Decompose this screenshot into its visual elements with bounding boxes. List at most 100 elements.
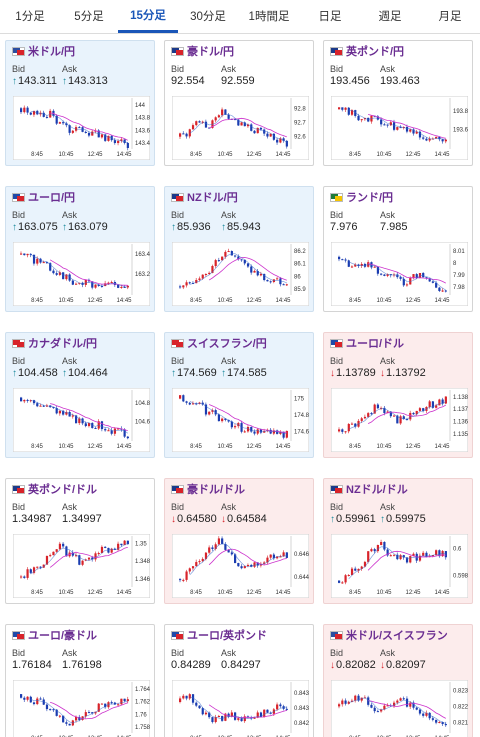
- x-tick-label: 10:45: [217, 444, 233, 450]
- y-tick-label: 1.758: [135, 725, 150, 731]
- rate-card[interactable]: ランド/円 Bid Ask 7.976 7.985 8.01 8 7.99 7.98 8:45 10…: [323, 186, 473, 312]
- tab-6[interactable]: 日足: [318, 11, 342, 23]
- moving-average-short: [30, 400, 128, 434]
- arrow-down-icon: ↓: [330, 368, 335, 379]
- candle: [75, 415, 78, 424]
- x-tick-label: 10:45: [376, 298, 392, 304]
- rate-card[interactable]: 米ドル/円 Bid Ask ↑143.311 ↑143.313 144 143.8 143.6…: [5, 40, 155, 166]
- candle: [182, 133, 185, 135]
- pair-name[interactable]: ユーロ/ドル: [346, 338, 405, 350]
- pair-name[interactable]: 豪ドル/ドル: [187, 484, 246, 496]
- y-tick-label: 0.6: [453, 547, 462, 553]
- candle: [52, 407, 55, 409]
- candle: [234, 554, 237, 564]
- tab-4[interactable]: 30分足: [190, 11, 226, 23]
- moving-average-short: [348, 697, 446, 724]
- candle: [217, 414, 221, 422]
- rate-card[interactable]: 米ドル/スイスフラン Bid Ask ↓0.82082 ↓0.82097 0.823 0.8…: [323, 624, 473, 737]
- tab-3[interactable]: 15分足: [118, 0, 178, 33]
- candle: [20, 253, 23, 255]
- candle: [357, 695, 360, 701]
- candle: [55, 273, 58, 275]
- x-tick-label: 8:45: [190, 444, 202, 450]
- rate-card[interactable]: ユーロ/円 Bid Ask ↑163.075 ↑163.079 163.4 163.2 8:4…: [5, 186, 155, 312]
- pair-name[interactable]: 英ポンド/円: [346, 46, 405, 58]
- candle: [237, 256, 240, 260]
- rate-card[interactable]: 豪ドル/円 Bid Ask 92.554 92.559 92.8 92.7 92.6 8:45 1…: [164, 40, 314, 166]
- pair-name[interactable]: カナダドル/円: [28, 338, 98, 350]
- pair-name[interactable]: 英ポンド/ドル: [28, 484, 98, 496]
- rate-card[interactable]: 英ポンド/ドル Bid Ask 1.34987 1.34997 1.35 1.348 1.34…: [5, 478, 155, 604]
- arrow-up-icon: ↑: [62, 222, 67, 233]
- pair-name[interactable]: ユーロ/円: [28, 192, 76, 204]
- x-tick-label: 14:45: [434, 298, 450, 304]
- candle: [230, 421, 233, 428]
- candle: [179, 286, 182, 288]
- x-tick-label: 14:45: [116, 590, 132, 596]
- tab-7[interactable]: 週足: [378, 11, 402, 23]
- candle: [438, 287, 441, 291]
- candle: [338, 256, 341, 260]
- rate-card[interactable]: NZドル/ドル Bid Ask ↑0.59961 ↑0.59975 0.6 0.598 8:4…: [323, 478, 473, 604]
- candle: [126, 285, 129, 288]
- candle: [94, 553, 97, 560]
- candle: [26, 107, 29, 113]
- bid-label: Bid: [171, 648, 185, 658]
- candle: [32, 567, 36, 573]
- candle: [237, 718, 240, 720]
- pair-name[interactable]: 米ドル/円: [28, 46, 76, 58]
- candle: [97, 284, 100, 286]
- candle: [357, 264, 360, 266]
- rate-card[interactable]: 豪ドル/ドル Bid Ask ↓0.64580 ↓0.64584 0.646 0.644 8:…: [164, 478, 314, 604]
- candle: [396, 554, 399, 560]
- tab-5[interactable]: 1時間足: [248, 11, 290, 23]
- candle: [256, 562, 259, 566]
- candle: [399, 555, 402, 560]
- candle: [347, 574, 350, 576]
- candle: [36, 258, 39, 264]
- rate-card[interactable]: 英ポンド/円 Bid Ask 193.456 193.463 193.8 193.6 8:45…: [323, 40, 473, 166]
- candle: [285, 140, 288, 147]
- rate-card[interactable]: ユーロ/ドル Bid Ask ↓1.13789 ↓1.13792 1.138 1.137 1.…: [323, 332, 473, 458]
- chart-frame: [331, 534, 468, 598]
- bid-label: Bid: [330, 502, 344, 512]
- candle: [36, 110, 39, 115]
- candle: [217, 260, 221, 262]
- pair-name[interactable]: ユーロ/英ポンド: [187, 630, 268, 642]
- pair-name[interactable]: ユーロ/豪ドル: [28, 630, 98, 642]
- candle: [243, 259, 246, 264]
- candle: [198, 561, 201, 563]
- chart-frame: [13, 242, 150, 306]
- x-tick-label: 14:45: [116, 298, 132, 304]
- candle: [208, 547, 211, 553]
- rate-card[interactable]: NZドル/円 Bid Ask ↑85.936 ↑85.943 86.2 86.1 86 85.9…: [164, 186, 314, 312]
- ask-label: Ask: [380, 64, 396, 74]
- candle: [195, 702, 198, 706]
- rate-card[interactable]: スイスフラン/円 Bid Ask ↑174.569 ↑174.585 175 174.8 17…: [164, 332, 314, 458]
- candle: [87, 423, 91, 427]
- ask-value: ↑85.943: [221, 221, 261, 233]
- pair-name[interactable]: スイスフラン/円: [187, 338, 267, 350]
- bid-label: Bid: [330, 648, 344, 658]
- tab-2[interactable]: 5分足: [74, 11, 104, 23]
- x-tick-label: 8:45: [349, 152, 361, 158]
- pair-name[interactable]: 豪ドル/円: [187, 46, 235, 58]
- rate-card[interactable]: カナダドル/円 Bid Ask ↑104.458 ↑104.464 104.8 104.6 8…: [5, 332, 155, 458]
- rate-card[interactable]: ユーロ/豪ドル Bid Ask 1.76184 1.76198 1.764 1.762 1.7…: [5, 624, 155, 737]
- x-tick-label: 14:45: [434, 152, 450, 158]
- tab-8[interactable]: 月足: [438, 11, 462, 23]
- candle: [39, 566, 42, 568]
- pair-name[interactable]: NZドル/ドル: [346, 484, 408, 496]
- candle: [405, 698, 409, 707]
- candle: [120, 543, 123, 546]
- pair-name[interactable]: ランド/円: [346, 192, 394, 204]
- candle: [338, 107, 341, 110]
- candle: [204, 121, 208, 128]
- pair-name[interactable]: NZドル/円: [187, 192, 238, 204]
- candle: [68, 125, 71, 133]
- pair-name[interactable]: 米ドル/スイスフラン: [346, 630, 448, 642]
- moving-average-long: [50, 112, 128, 141]
- tab-1[interactable]: 1分足: [15, 11, 45, 23]
- candle: [185, 282, 188, 286]
